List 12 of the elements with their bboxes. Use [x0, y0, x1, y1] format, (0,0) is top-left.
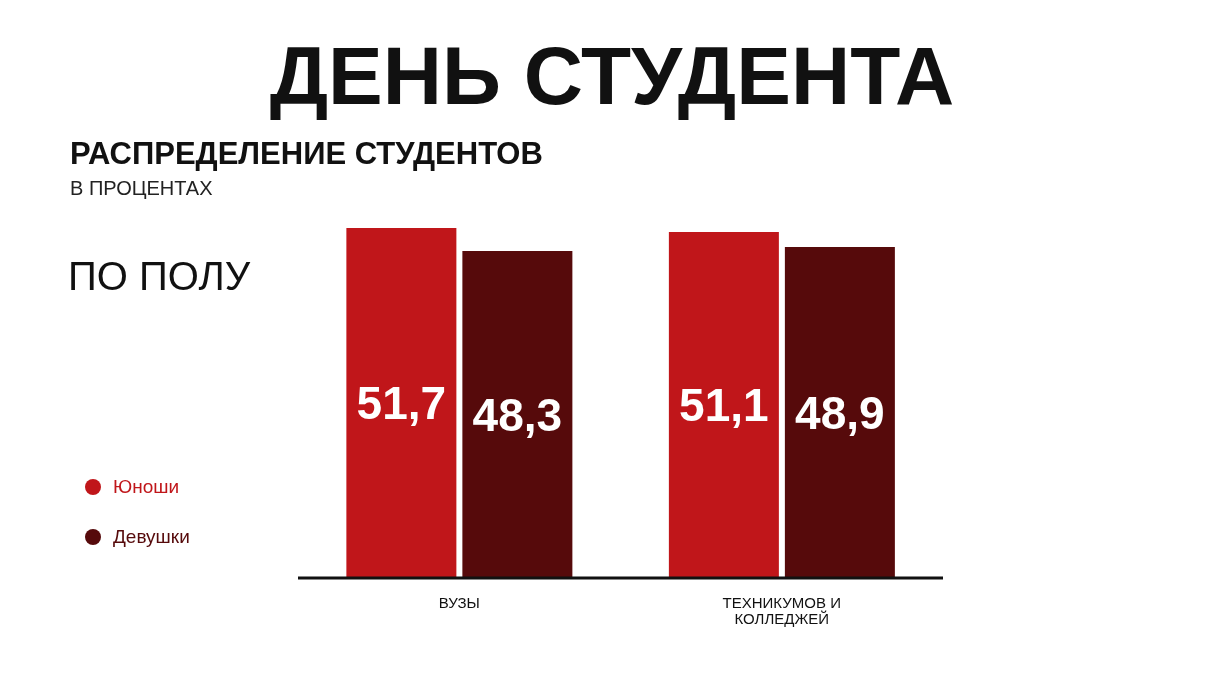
legend-label: Девушки — [113, 526, 190, 548]
text: ПО ПОЛУ — [68, 254, 251, 299]
chart-subtitle: РАСПРЕДЕЛЕНИЕ СТУДЕНТОВ — [70, 136, 543, 172]
data-label: 48,3 — [472, 388, 563, 441]
data-label: 48,9 — [795, 386, 885, 439]
x-tick-label: ТЕХНИКУМОВ И КОЛЛЕДЖЕЙ — [722, 594, 841, 627]
text: В ПРОЦЕНТАХ — [70, 177, 213, 200]
data-label: 51,7 — [356, 377, 447, 430]
data-label: 51,1 — [679, 379, 769, 432]
chart-title: ДЕНЬ СТУДЕНТА — [268, 29, 956, 123]
legend-label: Юноши — [113, 476, 180, 498]
x-tick-label: ВУЗЫ — [438, 594, 480, 611]
